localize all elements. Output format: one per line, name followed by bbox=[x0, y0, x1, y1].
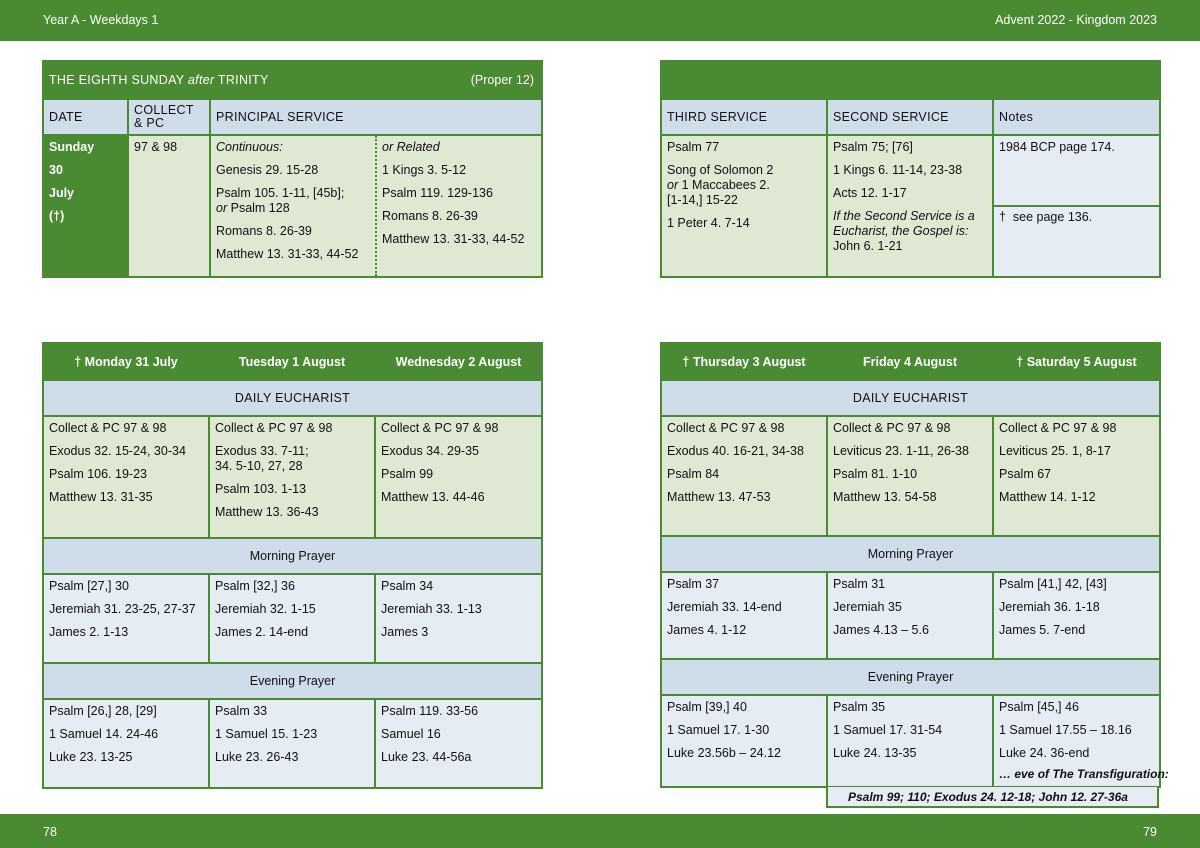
eucharist-cell: Collect & PC 97 & 98 Exodus 40. 16-21, 3… bbox=[660, 415, 828, 537]
evening-prayer-cell: Psalm 33 1 Samuel 15. 1-23 Luke 23. 26-4… bbox=[208, 698, 376, 789]
col-date-header: DATE bbox=[42, 98, 129, 136]
sunday-title-end: TRINITY bbox=[217, 73, 269, 87]
sunday-title-row: THE EIGHTH SUNDAY after TRINITY (Proper … bbox=[42, 60, 543, 100]
eucharist-cell: Collect & PC 97 & 98 Exodus 33. 7-11; 34… bbox=[208, 415, 376, 539]
sunday-title-italic: after bbox=[187, 73, 215, 87]
col-notes-header: Notes bbox=[992, 98, 1161, 136]
day-header-wednesday: Wednesday 2 August bbox=[374, 342, 543, 381]
running-footer: 78 79 bbox=[0, 814, 1200, 848]
eucharist-label: DAILY EUCHARIST bbox=[660, 379, 1161, 417]
morning-prayer-cell: Psalm 34 Jeremiah 33. 1-13 James 3 bbox=[374, 573, 543, 664]
col-collect-header: COLLECT & PC bbox=[127, 98, 211, 136]
eucharist-cell: Collect & PC 97 & 98 Leviticus 23. 1-11,… bbox=[826, 415, 994, 537]
day-header-monday: † Monday 31 July bbox=[42, 342, 210, 381]
evening-prayer-cell: Psalm [45,] 46 1 Samuel 17.55 – 18.16 Lu… bbox=[992, 694, 1169, 788]
col-principal-header: PRINCIPAL SERVICE bbox=[209, 98, 543, 136]
morning-prayer-cell: Psalm [32,] 36 Jeremiah 32. 1-15 James 2… bbox=[208, 573, 376, 664]
day-header-friday: Friday 4 August bbox=[826, 342, 994, 381]
evening-prayer-cell: Psalm [39,] 40 1 Samuel 17. 1-30 Luke 23… bbox=[660, 694, 828, 788]
header-right: Advent 2022 - Kingdom 2023 bbox=[995, 13, 1157, 27]
eve-readings: Psalm 99; 110; Exodus 24. 12-18; John 12… bbox=[826, 787, 1159, 808]
day-header-tuesday: Tuesday 1 August bbox=[208, 342, 376, 381]
evening-prayer-label: Evening Prayer bbox=[42, 662, 543, 700]
sunday-title: THE EIGHTH SUNDAY bbox=[49, 73, 185, 87]
eucharist-cell: Collect & PC 97 & 98 Exodus 32. 15-24, 3… bbox=[42, 415, 210, 539]
morning-prayer-cell: Psalm 31 Jeremiah 35 James 4.13 – 5.6 bbox=[826, 571, 994, 660]
evening-prayer-cell: Psalm [26,] 28, [29] 1 Samuel 14. 24-46 … bbox=[42, 698, 210, 789]
page-number-left: 78 bbox=[43, 825, 57, 839]
morning-prayer-cell: Psalm [27,] 30 Jeremiah 31. 23-25, 27-37… bbox=[42, 573, 210, 664]
proper-label: (Proper 12) bbox=[470, 73, 534, 87]
continuous-cell: Continuous: Genesis 29. 15-28 Psalm 105.… bbox=[209, 134, 377, 278]
day-header-thursday: † Thursday 3 August bbox=[660, 342, 828, 381]
evening-prayer-cell: Psalm 35 1 Samuel 17. 31-54 Luke 24. 13-… bbox=[826, 694, 994, 788]
sunday-date-cell: Sunday 30 July (†) bbox=[42, 134, 129, 278]
week-right-table: † Thursday 3 August Friday 4 August † Sa… bbox=[660, 342, 1169, 788]
morning-prayer-label: Morning Prayer bbox=[42, 537, 543, 575]
morning-prayer-cell: Psalm [41,] 42, [43] Jeremiah 36. 1-18 J… bbox=[992, 571, 1161, 660]
col-second-header: SECOND SERVICE bbox=[826, 98, 994, 136]
evening-prayer-cell: Psalm 119. 33-56 Samuel 16 Luke 23. 44-5… bbox=[374, 698, 543, 789]
services-table: THIRD SERVICE SECOND SERVICE Notes Psalm… bbox=[660, 60, 1161, 278]
sunday-table: THE EIGHTH SUNDAY after TRINITY (Proper … bbox=[42, 60, 543, 278]
second-service-cell: Psalm 75; [76] 1 Kings 6. 11-14, 23-38 A… bbox=[826, 134, 994, 278]
running-header: Year A - Weekdays 1 Advent 2022 - Kingdo… bbox=[0, 0, 1200, 41]
morning-prayer-label: Morning Prayer bbox=[660, 535, 1161, 573]
related-cell: or Related 1 Kings 3. 5-12 Psalm 119. 12… bbox=[375, 134, 543, 278]
eucharist-label: DAILY EUCHARIST bbox=[42, 379, 543, 417]
notes-cell-2: † see page 136. bbox=[992, 205, 1161, 278]
eve-label: … eve of The Transfiguration: bbox=[999, 767, 1169, 781]
third-service-cell: Psalm 77 Song of Solomon 2 or 1 Maccabee… bbox=[660, 134, 828, 278]
week-left-table: † Monday 31 July Tuesday 1 August Wednes… bbox=[42, 342, 543, 789]
morning-prayer-cell: Psalm 37 Jeremiah 33. 14-end James 4. 1-… bbox=[660, 571, 828, 660]
eucharist-cell: Collect & PC 97 & 98 Leviticus 25. 1, 8-… bbox=[992, 415, 1161, 537]
notes-cell-1: 1984 BCP page 174. bbox=[992, 134, 1161, 207]
header-left: Year A - Weekdays 1 bbox=[43, 13, 159, 27]
evening-prayer-label: Evening Prayer bbox=[660, 658, 1161, 696]
services-title-row bbox=[660, 60, 1161, 100]
day-header-saturday: † Saturday 5 August bbox=[992, 342, 1161, 381]
col-third-header: THIRD SERVICE bbox=[660, 98, 828, 136]
page-number-right: 79 bbox=[1143, 825, 1157, 839]
eucharist-cell: Collect & PC 97 & 98 Exodus 34. 29-35 Ps… bbox=[374, 415, 543, 539]
sunday-collect-cell: 97 & 98 bbox=[127, 134, 211, 278]
